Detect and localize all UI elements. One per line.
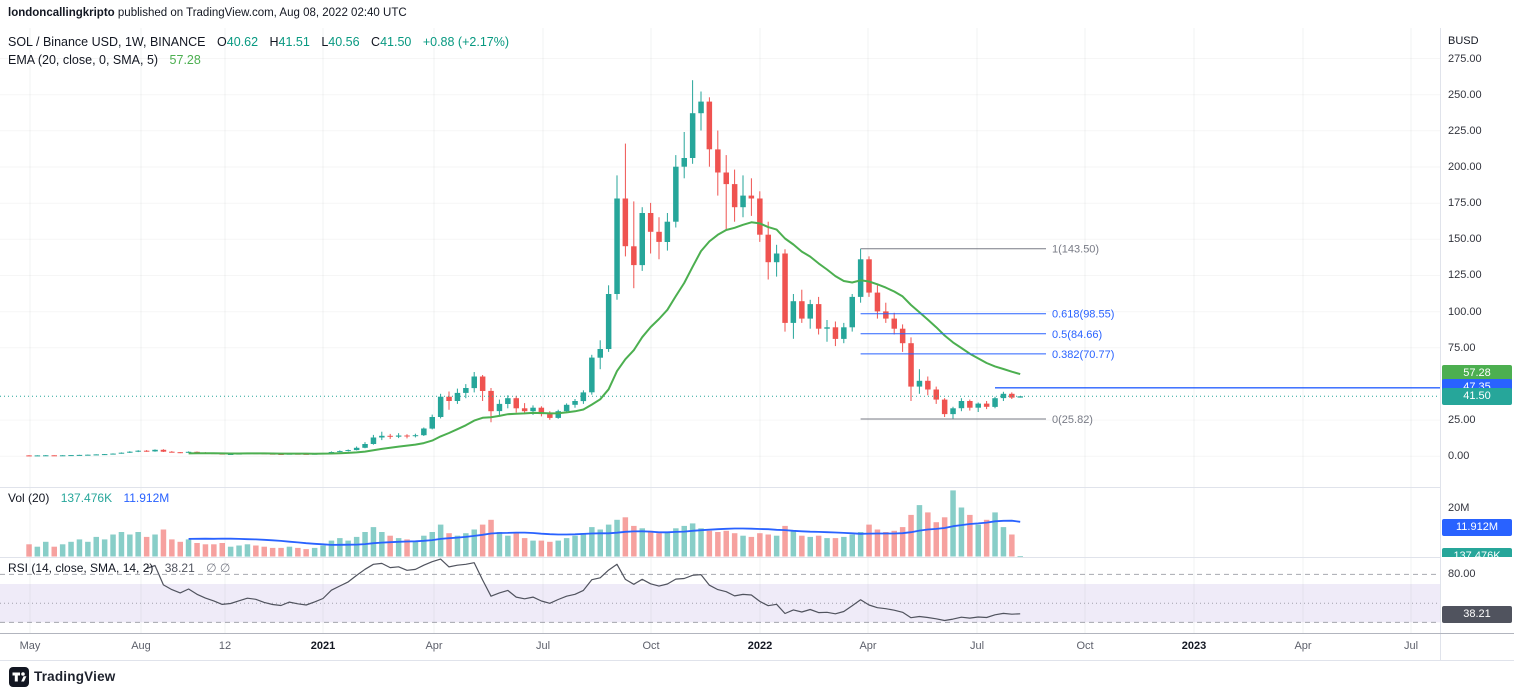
rsi-pane[interactable] [0,557,1440,633]
price-tick: 225.00 [1448,124,1482,137]
time-label-month: Apr [425,640,443,652]
symbol-legend[interactable]: SOL / Binance USD, 1W, BINANCE O40.62 H4… [8,35,509,49]
volume-badge: 11.912M [1442,518,1512,536]
volume-current-value: 137.476K [60,491,113,505]
time-label-month: Oct [1076,640,1094,652]
price-tick: 75.00 [1448,341,1476,354]
volume-badge: 137.476K [1442,547,1512,557]
price-axis[interactable]: BUSD 275.00 250.00 225.00 200.00 175.00 150.0… [1440,28,1514,660]
publish-details: published on TradingView.com, Aug 08, 20… [114,7,407,19]
price-chart-pane[interactable]: 1(143.50) 0.618(98.55) 0.5(84.66) 0.382(70.… [0,28,1440,487]
fib-label: 0.5(84.66) [1052,329,1102,341]
price-tick: 175.00 [1448,197,1482,210]
price-tick: 150.00 [1448,233,1482,246]
fib-label: 0.618(98.55) [1052,309,1114,321]
rsi-line[interactable] [146,558,1021,622]
rsi-badge: 38.21 [1442,606,1512,624]
tradingview-brand-text[interactable]: TradingView [34,669,116,684]
ohlc-low-value: 40.56 [328,35,360,49]
price-tick: 100.00 [1448,305,1482,318]
rsi-scale[interactable]: 80.00 38.21 [1441,557,1514,633]
rsi-label: RSI (14, close, SMA, 14, 2) [8,561,154,575]
time-label-month: Jul [535,640,551,652]
time-label-month: Jul [969,640,985,652]
ohlc-close-label: C [371,35,381,49]
price-tick: 250.00 [1448,88,1482,101]
fib-label: 0.382(70.77) [1052,349,1114,361]
price-tick: 125.00 [1448,269,1482,282]
ema-line[interactable] [188,221,1021,455]
pane-separator-volume-rsi[interactable] [0,557,1440,558]
time-label-year: 2023 [1181,640,1207,652]
fib-label: 1(143.50) [1052,244,1099,256]
rsi-legend[interactable]: RSI (14, close, SMA, 14, 2) 38.21 ∅ ∅ [8,561,230,575]
tradingview-logo-icon[interactable] [9,667,29,687]
ema-value: 57.28 [169,53,201,67]
grid [0,28,1440,487]
time-label-month: Apr [1294,640,1312,652]
ema-legend[interactable]: EMA (20, close, 0, SMA, 5) 57.28 [8,53,201,67]
time-label-year: 2022 [747,640,773,652]
time-label-month: Apr [859,640,877,652]
time-label-month: Aug [131,640,151,652]
volume-bars [26,490,1023,557]
time-label-month: 12 [218,640,232,652]
volume-tick: 20M [1448,501,1470,514]
price-tick: 0.00 [1448,450,1470,463]
price-tick: 25.00 [1448,414,1476,427]
time-axis-separator [0,633,1514,634]
ohlc-open-value: 40.62 [226,35,259,49]
change-value: +0.88 (+2.17%) [422,35,509,49]
time-label-month: Oct [642,640,660,652]
volume-scale[interactable]: 20M 11.912M 137.476K [1441,487,1514,557]
price-badge: 57.28 [1442,364,1512,382]
volume-pane[interactable] [0,487,1440,557]
ohlc-close-value: 41.50 [380,35,412,49]
ohlc-high-label: H [269,35,279,49]
price-tick: 200.00 [1448,161,1482,173]
time-label-year: 2021 [310,640,336,652]
volume-label: Vol (20) [8,491,50,505]
pane-separator-main-volume[interactable] [0,487,1440,488]
grid [29,487,1412,557]
main-price-scale[interactable]: BUSD 275.00 250.00 225.00 200.00 175.00 150.0… [1441,28,1514,487]
fib-retracement[interactable]: 1(143.50) 0.618(98.55) 0.5(84.66) 0.382(70.… [860,244,1115,426]
ohlc-high-value: 41.51 [278,35,310,49]
ohlc-open-label: O [217,35,227,49]
footer: TradingView [0,661,1514,695]
footer-separator [0,660,1514,661]
ema-label: EMA (20, close, 0, SMA, 5) [8,53,159,67]
volume-ma-line[interactable] [188,519,1021,546]
volume-legend[interactable]: Vol (20) 137.476K 11.912M [8,491,169,505]
fib-label: 0(25.82) [1052,414,1093,426]
rsi-tick: 80.00 [1448,568,1476,581]
publish-username: londoncallingkripto [8,7,115,19]
rsi-value: 38.21 [164,561,195,575]
time-label-month: Jul [1403,640,1419,652]
time-axis[interactable]: May Aug 12 2021 Apr Jul Oct 2022 Apr Jul Oct 2023 Ap… [0,634,1440,660]
price-badge: 41.50 [1442,387,1512,405]
rsi-hidden-ma-values: ∅ ∅ [206,561,231,575]
ohlc-low-label: L [321,35,329,49]
grid [29,557,1412,633]
axis-currency-label: BUSD [1448,35,1479,47]
volume-ma-value: 11.912M [123,491,170,505]
symbol-title[interactable]: SOL / Binance USD, 1W, BINANCE [8,35,206,49]
price-tick: 275.00 [1448,52,1482,65]
time-label-month: May [19,640,41,652]
candles [26,80,1023,457]
publish-info: londoncallingkripto published on Trading… [8,7,407,19]
